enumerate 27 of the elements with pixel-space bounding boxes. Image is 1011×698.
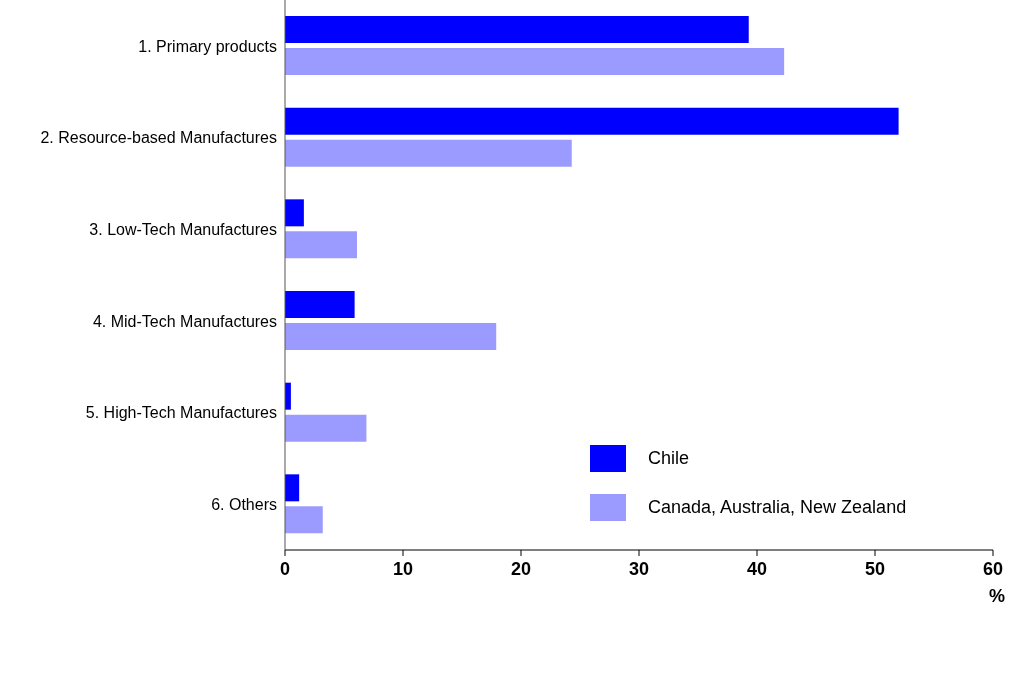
y-tick-label: 5. High-Tech Manufactures [85, 404, 277, 422]
y-tick-label: 6. Others [211, 495, 277, 513]
bar [285, 506, 323, 534]
bar [285, 16, 749, 43]
y-tick-label: 3. Low-Tech Manufactures [89, 220, 277, 238]
x-tick-label: 60 [982, 558, 1004, 579]
bar [285, 291, 355, 318]
legend-label: Chile [648, 448, 690, 469]
x-tick-label: 40 [746, 558, 768, 579]
bar [285, 139, 572, 167]
legend-label: Canada, Australia, New Zealand [648, 497, 907, 518]
bar [285, 48, 785, 75]
bar [285, 474, 300, 502]
bar [285, 199, 304, 227]
x-tick-label: 20 [510, 558, 532, 579]
x-tick-label: 30 [628, 558, 650, 579]
bar [285, 107, 899, 135]
x-tick-label: 0 [279, 558, 291, 579]
bar [285, 323, 497, 350]
bar [285, 414, 367, 442]
x-tick-label: 50 [864, 558, 886, 579]
bar [285, 231, 357, 259]
x-tick-label: 10 [392, 558, 414, 579]
y-tick-label: 4. Mid-Tech Manufactures [92, 312, 277, 330]
y-tick-label: 1. Primary products [138, 37, 277, 55]
x-axis-title: % [988, 586, 1005, 606]
y-tick-label: 2. Resource-based Manufactures [40, 129, 277, 147]
